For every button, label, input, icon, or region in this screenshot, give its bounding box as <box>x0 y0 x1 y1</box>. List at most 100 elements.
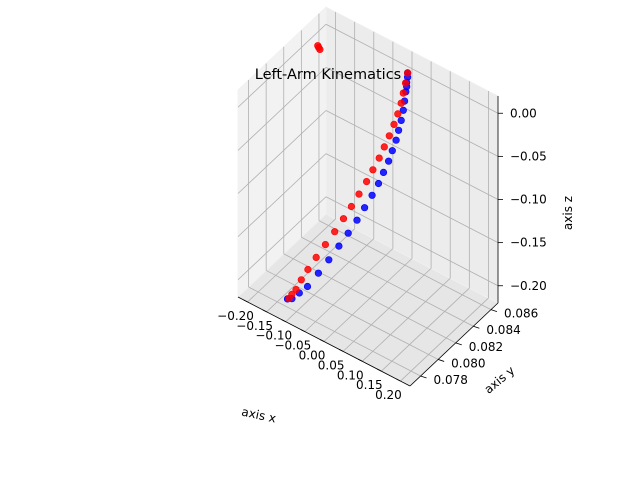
x-tick-mark <box>377 368 382 372</box>
data-point-series-2 <box>369 166 377 174</box>
data-point-series-2 <box>363 178 371 186</box>
grid-lines <box>237 11 499 382</box>
y-tick-mark <box>455 342 462 346</box>
grid-line-x-floor <box>304 248 394 332</box>
y-tick-label: 0.084 <box>486 323 520 337</box>
data-point-series-1 <box>399 106 407 114</box>
y-tick-mark <box>420 375 427 379</box>
data-point-series-1 <box>374 179 383 188</box>
grid-line-y-floor <box>283 253 456 344</box>
x-tick-mark <box>281 319 286 323</box>
z-tick-label: −0.15 <box>510 236 547 250</box>
data-point-series-1 <box>325 256 333 264</box>
x-tick-label: −0.15 <box>236 319 273 333</box>
grid-line-z-back <box>325 67 499 157</box>
data-point-series-2 <box>339 215 348 223</box>
data-point-series-2 <box>375 154 383 162</box>
data-points <box>283 42 412 303</box>
grid-line-z-back <box>325 23 499 114</box>
chart-title: Left-Arm Kinematics <box>255 67 401 83</box>
z-tick-label: −0.10 <box>510 193 547 207</box>
data-point-series-1 <box>397 116 405 124</box>
y-tick-label: 0.078 <box>434 373 468 387</box>
data-point-series-2 <box>347 202 356 211</box>
data-point-series-2 <box>312 253 320 261</box>
z-axis-label: axis z <box>561 196 575 230</box>
grid-line-z-back <box>325 110 499 200</box>
x-tick-label: −0.05 <box>274 339 311 353</box>
x-axis-label: axis x <box>240 405 277 426</box>
y-tick-mark <box>490 309 498 313</box>
grid-line-z-side <box>237 23 327 108</box>
x-tick-label: −0.20 <box>217 309 254 323</box>
data-point-series-2 <box>321 241 330 249</box>
grid-line-x-floor <box>342 268 432 352</box>
grid-line-x-floor <box>381 287 470 372</box>
data-point-series-1 <box>335 242 343 250</box>
x-tick-label: 0.20 <box>375 388 402 402</box>
data-point-series-2 <box>304 265 312 274</box>
x-tick-mark <box>358 358 363 362</box>
data-point-series-2 <box>397 99 405 107</box>
data-point-series-1 <box>385 157 393 165</box>
data-point-series-1 <box>303 282 312 291</box>
z-tick-label: 0.00 <box>510 106 537 120</box>
grid-line-z-back <box>325 153 499 243</box>
y-tick-label: 0.082 <box>469 340 503 354</box>
y-axis-label: axis y <box>482 363 518 396</box>
x-tick-label: 0.05 <box>318 358 345 372</box>
data-point-series-2 <box>355 190 363 198</box>
grid-line-y-floor <box>248 286 421 377</box>
data-point-series-1 <box>368 191 376 199</box>
y-tick-mark <box>473 325 480 329</box>
data-point-series-2 <box>399 89 407 97</box>
y-tick-mark <box>438 359 445 362</box>
grid-line-y-floor <box>301 236 474 327</box>
grid-line-x-floor <box>323 258 413 342</box>
x-tick-label: 0.15 <box>356 378 383 392</box>
grid-line-x-floor <box>400 297 489 382</box>
axis-lines <box>237 96 503 387</box>
data-point-series-1 <box>344 229 352 237</box>
x-tick-label: 0.10 <box>337 368 364 382</box>
x-tick-mark <box>338 349 344 352</box>
y-tick-label: 0.080 <box>451 356 485 370</box>
data-point-series-1 <box>388 147 396 155</box>
data-point-series-2 <box>316 45 324 54</box>
data-point-series-1 <box>395 126 403 134</box>
data-point-series-1 <box>379 168 388 176</box>
data-point-series-2 <box>394 110 402 118</box>
data-point-series-2 <box>385 132 393 140</box>
x-tick-mark <box>319 339 325 342</box>
data-point-series-2 <box>401 79 410 87</box>
data-point-series-1 <box>314 269 323 277</box>
x-tick-mark <box>396 378 401 382</box>
grid-line-z-side <box>237 196 327 281</box>
x-tick-mark <box>262 309 267 313</box>
grid-line-z-side <box>237 67 327 151</box>
data-point-series-2 <box>390 120 398 128</box>
grid-line-x-floor <box>361 277 451 362</box>
x-tick-mark <box>300 329 306 332</box>
data-point-series-1 <box>361 204 369 212</box>
z-tick-label: −0.20 <box>510 279 547 293</box>
data-point-series-1 <box>353 216 361 224</box>
x-tick-label: −0.10 <box>255 329 292 343</box>
data-point-series-2 <box>380 143 388 151</box>
data-point-series-2 <box>285 294 293 303</box>
data-point-series-2 <box>297 276 305 284</box>
data-point-series-2 <box>331 228 339 236</box>
grid-line-x-floor <box>285 238 375 323</box>
data-point-series-2 <box>292 286 300 294</box>
grid-line-x-floor <box>247 218 336 303</box>
data-point-series-2 <box>404 69 412 77</box>
grid-line-z-side <box>237 110 327 194</box>
y-tick-label: 0.086 <box>504 307 538 321</box>
y-axis-line <box>409 302 499 387</box>
x-tick-mark <box>243 299 248 303</box>
grid-line-z-back <box>325 196 499 287</box>
tick-labels: −0.20−0.15−0.10−0.050.000.050.100.150.20… <box>217 106 547 402</box>
grid-line-z-side <box>237 153 327 237</box>
